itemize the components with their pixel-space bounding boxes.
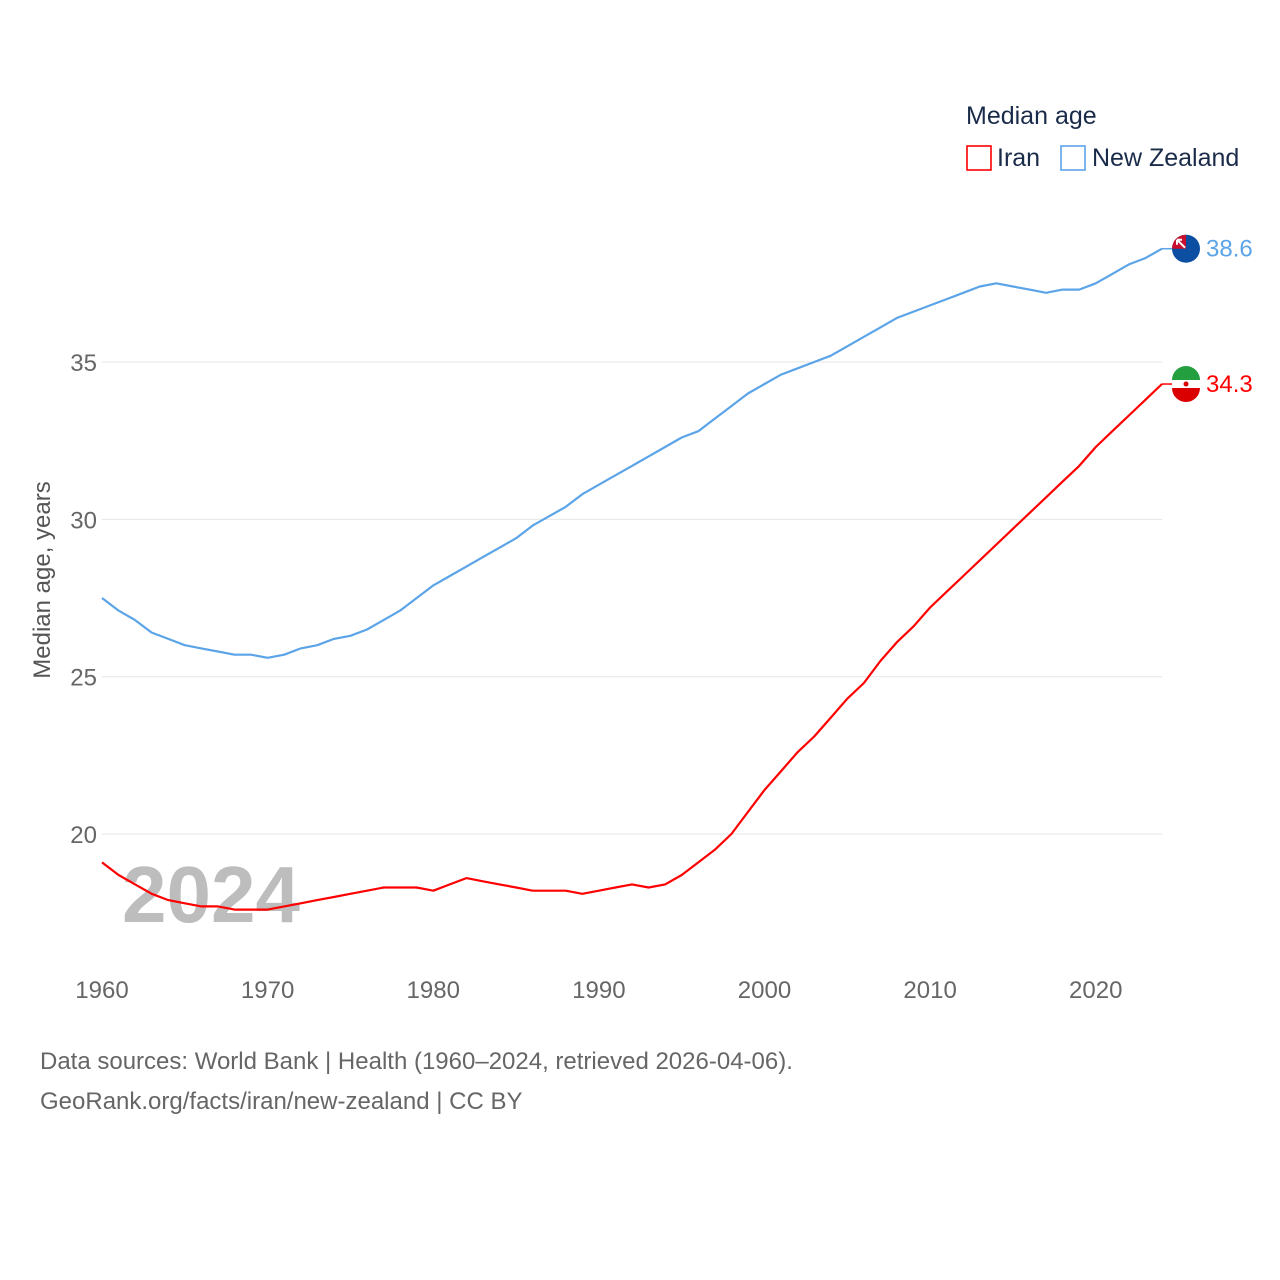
series-line-new-zealand <box>101 247 1163 659</box>
footer: Data sources: World Bank | Health (1960–… <box>40 1042 793 1122</box>
legend-swatch-new-zealand <box>1060 145 1086 171</box>
flag-emblem <box>1183 381 1189 387</box>
end-value-new-zealand: 38.6 <box>1206 236 1253 263</box>
x-tick-label: 1990 <box>572 977 625 1004</box>
source-link[interactable]: GeoRank.org/facts/iran/new-zealand | CC … <box>40 1088 523 1115</box>
series-line-iran <box>101 383 1163 911</box>
iran-flag-icon <box>1172 366 1200 403</box>
legend-swatch-iran <box>966 145 992 171</box>
legend: Median age Iran New Zealand <box>966 102 1239 172</box>
x-tick-label: 2000 <box>738 977 791 1004</box>
y-tick-label: 25 <box>70 665 97 692</box>
watermark-year: 2024 <box>122 850 300 939</box>
y-tick-label: 35 <box>70 350 97 377</box>
x-tick-labels: 1960 1970 1980 1990 2000 2010 2020 <box>75 977 1122 1004</box>
flag-green-band <box>1172 366 1200 381</box>
legend-item-iran[interactable]: Iran <box>966 144 1040 172</box>
flag-red-band <box>1172 388 1200 403</box>
x-tick-label: 1980 <box>407 977 460 1004</box>
data-sources: Data sources: World Bank | Health (1960–… <box>40 1048 793 1075</box>
y-tick-label: 20 <box>70 822 97 849</box>
y-tick-label: 30 <box>70 507 97 534</box>
series-lines <box>101 247 1163 911</box>
y-axis-label: Median age, years <box>29 481 56 678</box>
x-tick-label: 1970 <box>241 977 294 1004</box>
legend-item-new-zealand[interactable]: New Zealand <box>1060 144 1239 172</box>
end-value-iran: 34.3 <box>1206 371 1253 398</box>
x-tick-label: 1960 <box>75 977 128 1004</box>
legend-title: Median age <box>966 102 1097 130</box>
end-labels: 34.3 38.6 <box>1162 234 1253 403</box>
new-zealand-flag-icon <box>1172 234 1200 263</box>
gridlines <box>102 361 1162 835</box>
flag-cross <box>1176 238 1186 249</box>
legend-label-new-zealand: New Zealand <box>1092 144 1239 172</box>
x-tick-label: 2020 <box>1069 977 1122 1004</box>
legend-label-iran: Iran <box>997 144 1040 172</box>
y-tick-labels: 20 25 30 35 <box>70 350 97 849</box>
x-tick-label: 2010 <box>903 977 956 1004</box>
